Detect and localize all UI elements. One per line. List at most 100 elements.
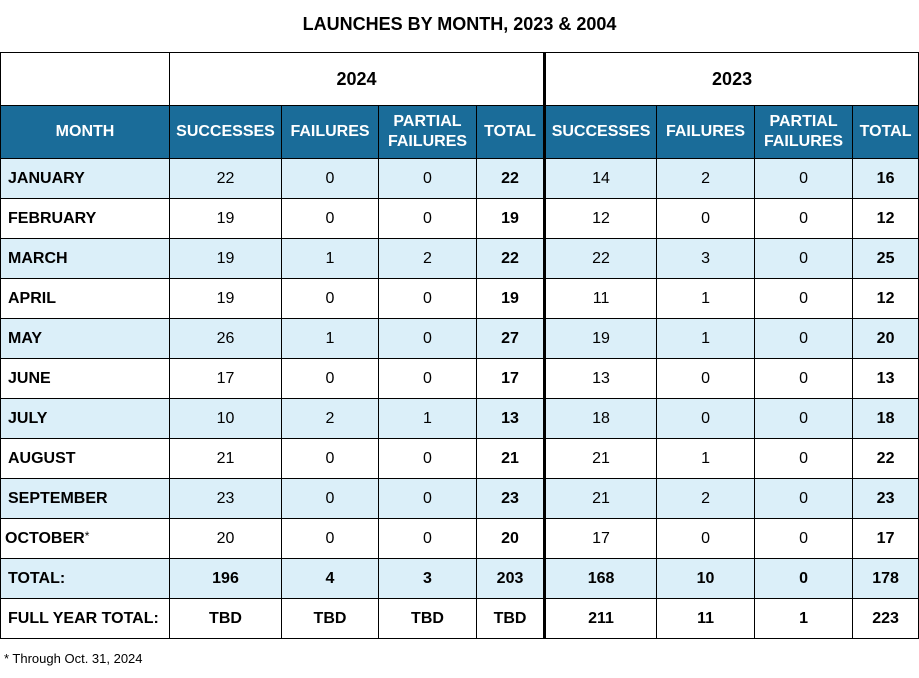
table-cell: 27 [475, 318, 547, 359]
table-cell: 17 [544, 518, 658, 559]
table-cell: 0 [754, 398, 854, 439]
month-label: SEPTEMBER [8, 489, 108, 507]
table-cell: 4 [281, 558, 379, 599]
table-cell: 0 [656, 518, 756, 559]
table-cell: 168 [544, 558, 658, 599]
month-label: MARCH [8, 249, 68, 267]
month-label: JANUARY [8, 169, 85, 187]
table-cell: 0 [754, 478, 854, 519]
table-cell: 2 [281, 398, 379, 439]
table-cell: 21 [544, 478, 658, 519]
footnote-marker: * [84, 529, 90, 543]
table-cell: 1 [656, 438, 756, 479]
table-cell: 22 [852, 438, 919, 479]
table-cell: 13 [475, 398, 547, 439]
table-cell: 22 [475, 238, 547, 279]
table-row: AUGUST 21 0 0 21 21 1 0 22 [0, 438, 919, 479]
table-row: FULL YEAR TOTAL: TBD TBD TBD TBD 211 11 1 223 [0, 598, 919, 639]
table-cell: 3 [378, 558, 477, 599]
year-2023-header: 2023 [544, 52, 919, 106]
table-cell: 3 [656, 238, 756, 279]
table-cell: 10 [169, 398, 282, 439]
table-cell: 0 [378, 478, 477, 519]
table-cell: 0 [754, 518, 854, 559]
table-row: FEBRUARY 19 0 0 19 12 0 0 12 [0, 198, 919, 239]
month-cell: APRIL [0, 278, 170, 319]
table-cell: 20 [169, 518, 282, 559]
table-cell: 21 [169, 438, 282, 479]
month-label: TOTAL: [8, 569, 66, 587]
table-cell: 0 [754, 278, 854, 319]
month-label: FEBRUARY [8, 209, 97, 227]
table-cell: 21 [544, 438, 658, 479]
table-cell: 25 [852, 238, 919, 279]
table-cell: 17 [852, 518, 919, 559]
table-cell: 0 [754, 318, 854, 359]
table-row: JULY 10 2 1 13 18 0 0 18 [0, 398, 919, 439]
successes-header: SUCCESSES [544, 105, 658, 159]
table-cell: 2 [378, 238, 477, 279]
table-cell: 0 [281, 158, 379, 199]
table-cell: 203 [475, 558, 547, 599]
partial-failures-header: PARTIAL FAILURES [754, 105, 854, 159]
table-cell: TBD [169, 598, 282, 639]
table-cell: 0 [281, 278, 379, 319]
table-cell: 0 [378, 318, 477, 359]
partial-header-line1: PARTIAL [393, 113, 462, 130]
table-cell: 223 [852, 598, 919, 639]
successes-header: SUCCESSES [169, 105, 282, 159]
table-row: MARCH 19 1 2 22 22 3 0 25 [0, 238, 919, 279]
table-cell: 0 [281, 438, 379, 479]
month-cell: JUNE [0, 358, 170, 399]
month-cell: SEPTEMBER [0, 478, 170, 519]
table-cell: 0 [281, 358, 379, 399]
table-cell: 16 [852, 158, 919, 199]
total-header: TOTAL [852, 105, 919, 159]
table-cell: 13 [852, 358, 919, 399]
table-cell: 11 [656, 598, 756, 639]
table-cell: 12 [852, 198, 919, 239]
table-cell: 20 [852, 318, 919, 359]
table-cell: 0 [754, 358, 854, 399]
table-row: JUNE 17 0 0 17 13 0 0 13 [0, 358, 919, 399]
table-cell: 1 [656, 318, 756, 359]
month-cell: OCTOBER* [0, 518, 170, 559]
table-cell: 196 [169, 558, 282, 599]
month-label: APRIL [8, 289, 56, 307]
month-cell: AUGUST [0, 438, 170, 479]
table-cell: 23 [475, 478, 547, 519]
table-cell: 0 [378, 358, 477, 399]
table-cell: 211 [544, 598, 658, 639]
table-cell: 17 [169, 358, 282, 399]
table-cell: 1 [656, 278, 756, 319]
failures-header: FAILURES [656, 105, 756, 159]
table-row: APRIL 19 0 0 19 11 1 0 12 [0, 278, 919, 319]
table-cell: 1 [281, 238, 379, 279]
month-cell: FULL YEAR TOTAL: [0, 598, 170, 639]
month-label: AUGUST [8, 449, 76, 467]
table-cell: 0 [656, 198, 756, 239]
month-label: FULL YEAR TOTAL: [8, 609, 159, 627]
table-cell: 21 [475, 438, 547, 479]
table-cell: 18 [544, 398, 658, 439]
table-cell: 0 [281, 478, 379, 519]
table-cell: 0 [378, 438, 477, 479]
table-cell: 23 [169, 478, 282, 519]
table-cell: 22 [475, 158, 547, 199]
table-row: TOTAL: 196 4 3 203 168 10 0 178 [0, 558, 919, 599]
table-cell: TBD [475, 598, 547, 639]
table-cell: 13 [544, 358, 658, 399]
table-cell: 19 [169, 238, 282, 279]
table-cell: 1 [754, 598, 854, 639]
table-cell: 178 [852, 558, 919, 599]
table-cell: 0 [656, 358, 756, 399]
table-cell: 17 [475, 358, 547, 399]
month-label: JUNE [8, 369, 51, 387]
table-cell: 0 [754, 558, 854, 599]
table-cell: 19 [544, 318, 658, 359]
month-label: JULY [8, 409, 48, 427]
table-cell: 20 [475, 518, 547, 559]
table-cell: 19 [475, 198, 547, 239]
year-2024-header: 2024 [168, 52, 547, 106]
table-cell: 19 [169, 198, 282, 239]
